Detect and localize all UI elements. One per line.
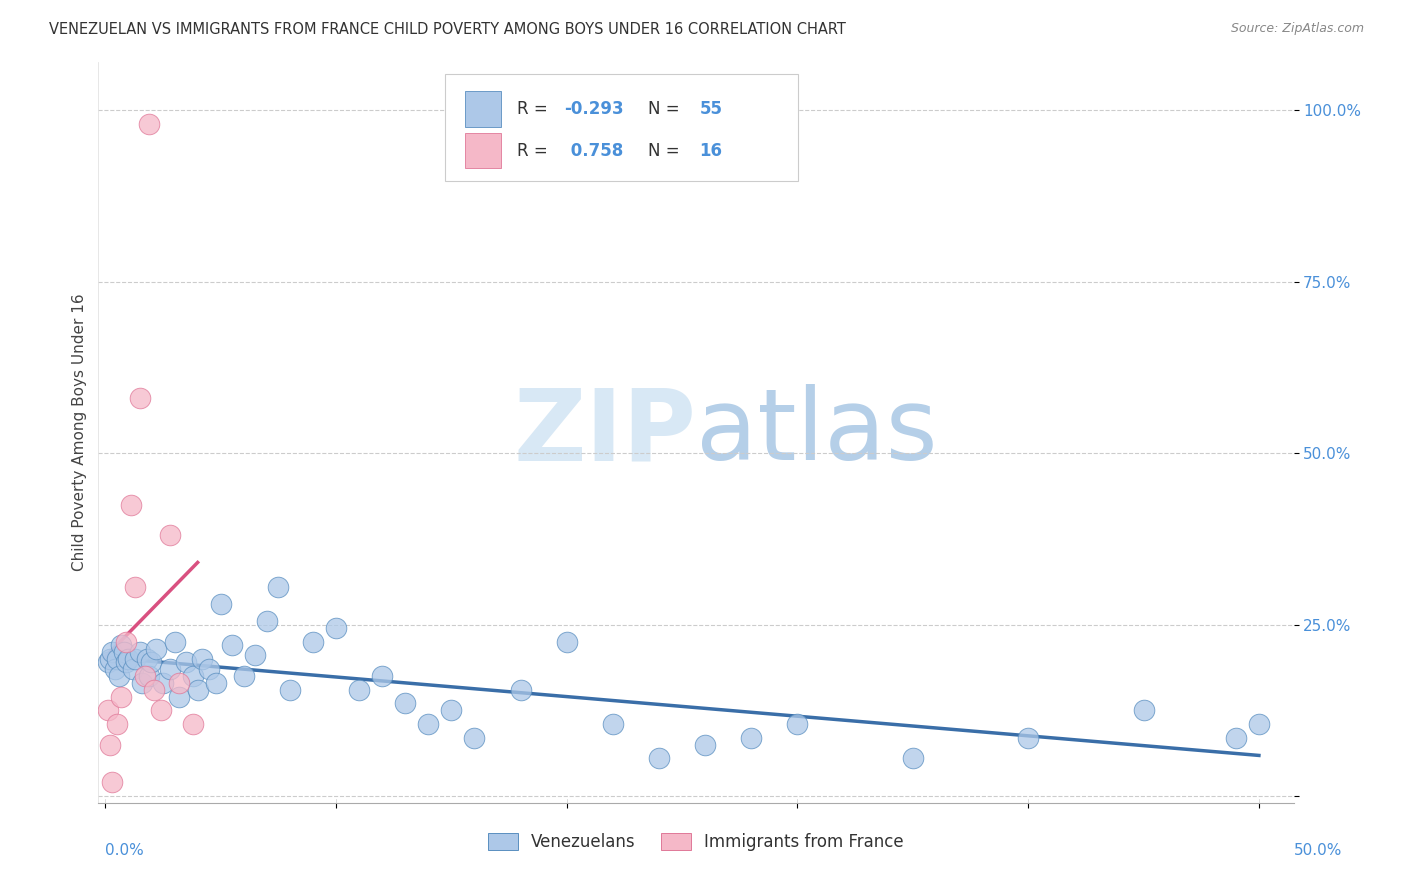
Point	[159, 528, 181, 542]
Point	[149, 703, 172, 717]
Point	[174, 655, 197, 669]
Text: N =: N =	[648, 142, 685, 160]
Text: R =: R =	[517, 142, 553, 160]
Point	[163, 634, 186, 648]
FancyBboxPatch shape	[465, 133, 501, 169]
Point	[1017, 731, 1039, 745]
Point	[134, 669, 156, 683]
FancyBboxPatch shape	[446, 73, 797, 181]
Point	[278, 682, 301, 697]
Point	[167, 690, 190, 704]
Point	[1247, 717, 1270, 731]
Point	[97, 703, 120, 717]
Point	[115, 634, 138, 648]
Point	[138, 669, 160, 683]
Point	[117, 652, 139, 666]
Text: 0.0%: 0.0%	[105, 843, 145, 858]
Point	[187, 682, 209, 697]
Point	[122, 662, 145, 676]
Point	[112, 645, 135, 659]
Point	[115, 655, 138, 669]
Point	[198, 662, 221, 676]
Point	[124, 652, 146, 666]
Point	[325, 621, 347, 635]
Y-axis label: Child Poverty Among Boys Under 16: Child Poverty Among Boys Under 16	[72, 293, 87, 572]
Text: 55: 55	[700, 100, 723, 118]
Point	[221, 638, 243, 652]
Point	[105, 652, 128, 666]
Text: N =: N =	[648, 100, 685, 118]
Text: 16: 16	[700, 142, 723, 160]
Point	[695, 738, 717, 752]
Point	[509, 682, 531, 697]
Point	[181, 669, 204, 683]
Point	[98, 738, 121, 752]
Point	[463, 731, 485, 745]
Point	[232, 669, 254, 683]
Legend: Venezuelans, Immigrants from France: Venezuelans, Immigrants from France	[481, 826, 911, 857]
Point	[138, 117, 160, 131]
Point	[394, 697, 416, 711]
Point	[101, 645, 124, 659]
Point	[267, 580, 290, 594]
Point	[901, 751, 924, 765]
Point	[108, 669, 131, 683]
Point	[129, 392, 152, 406]
Point	[129, 645, 152, 659]
Point	[371, 669, 394, 683]
Point	[245, 648, 267, 663]
Text: 0.758: 0.758	[565, 142, 623, 160]
Point	[418, 717, 440, 731]
Point	[181, 717, 204, 731]
Point	[555, 634, 578, 648]
Point	[209, 597, 232, 611]
Point	[124, 580, 146, 594]
Point	[1132, 703, 1154, 717]
Point	[167, 676, 190, 690]
Text: ZIP: ZIP	[513, 384, 696, 481]
Point	[740, 731, 762, 745]
Text: Source: ZipAtlas.com: Source: ZipAtlas.com	[1230, 22, 1364, 36]
Point	[302, 634, 325, 648]
Point	[648, 751, 671, 765]
Point	[786, 717, 808, 731]
Point	[440, 703, 463, 717]
Point	[110, 690, 132, 704]
Point	[152, 676, 174, 690]
Point	[159, 662, 181, 676]
Point	[131, 676, 153, 690]
Point	[142, 682, 165, 697]
Point	[1225, 731, 1247, 745]
Point	[120, 498, 142, 512]
Point	[141, 655, 163, 669]
Text: VENEZUELAN VS IMMIGRANTS FROM FRANCE CHILD POVERTY AMONG BOYS UNDER 16 CORRELATI: VENEZUELAN VS IMMIGRANTS FROM FRANCE CHI…	[49, 22, 846, 37]
Point	[97, 655, 120, 669]
Point	[191, 652, 214, 666]
Point	[347, 682, 370, 697]
Point	[103, 662, 125, 676]
Point	[602, 717, 624, 731]
Point	[256, 614, 278, 628]
Point	[135, 652, 157, 666]
Point	[105, 717, 128, 731]
Point	[205, 676, 228, 690]
Text: 50.0%: 50.0%	[1295, 843, 1343, 858]
Point	[101, 775, 124, 789]
Text: atlas: atlas	[696, 384, 938, 481]
Text: -0.293: -0.293	[565, 100, 624, 118]
Point	[98, 652, 121, 666]
Text: R =: R =	[517, 100, 553, 118]
Point	[110, 638, 132, 652]
FancyBboxPatch shape	[465, 91, 501, 127]
Point	[145, 641, 167, 656]
